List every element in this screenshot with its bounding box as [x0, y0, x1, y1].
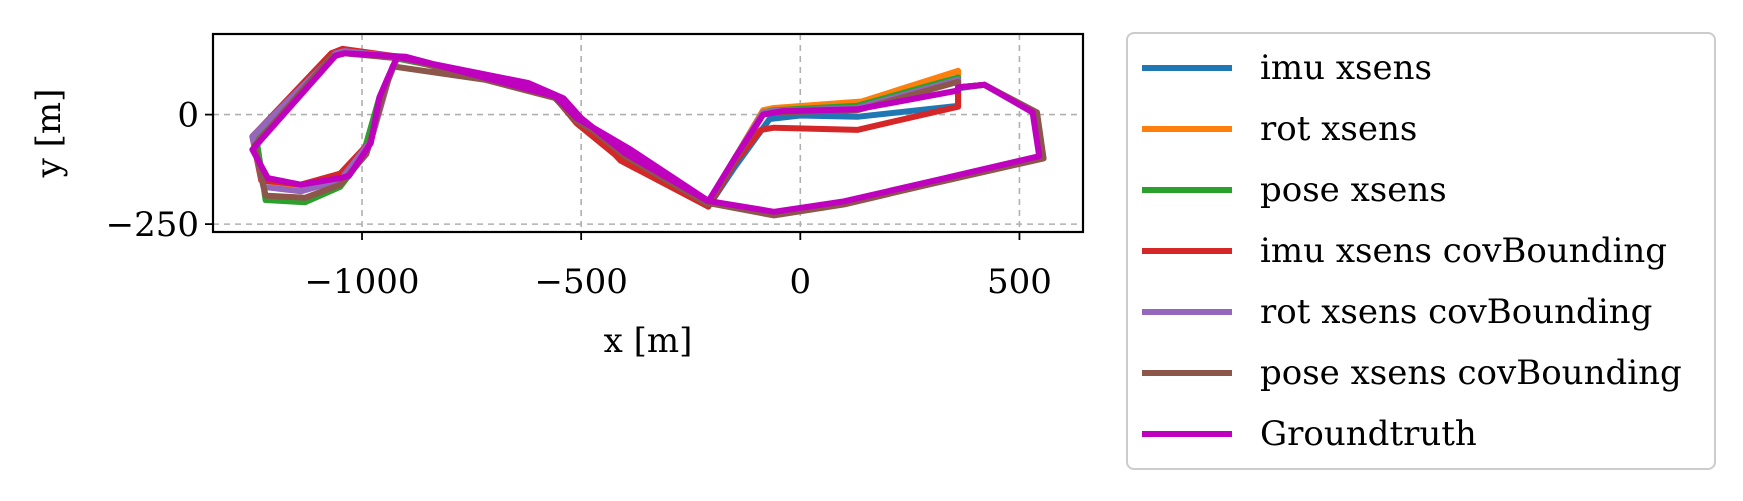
x-tick-label: 0	[789, 262, 811, 302]
axis-ticks: −1000 −500 0 500 0 −250	[106, 96, 1052, 302]
grid-lines	[213, 34, 1083, 232]
x-tick-label: 500	[987, 262, 1052, 302]
legend-entry-imu-xsens: imu xsens	[1142, 48, 1432, 88]
legend-label: rot xsens	[1260, 109, 1417, 149]
legend-label: pose xsens covBounding	[1260, 353, 1682, 393]
series-line-groundtruth	[249, 50, 1043, 215]
legend-label: rot xsens covBounding	[1260, 292, 1652, 332]
legend-label: imu xsens covBounding	[1260, 231, 1667, 271]
legend-entry-rot-xsens-covbounding: rot xsens covBounding	[1142, 292, 1652, 332]
y-axis-title: y [m]	[29, 89, 69, 179]
x-tick-label: −1000	[305, 262, 420, 302]
series-lines	[249, 45, 1047, 219]
plot-frame	[211, 32, 1085, 234]
legend-entry-pose-xsens-covbounding: pose xsens covBounding	[1142, 353, 1682, 393]
y-tick-label: 0	[177, 96, 199, 136]
legend-entry-groundtruth: Groundtruth	[1142, 414, 1477, 454]
y-tick-label: −250	[106, 205, 199, 245]
x-axis-title: x [m]	[604, 321, 693, 361]
legend-label: pose xsens	[1260, 170, 1447, 210]
legend-entry-pose-xsens: pose xsens	[1142, 170, 1447, 210]
x-tick-label: −500	[534, 262, 627, 302]
legend-entry-rot-xsens: rot xsens	[1142, 109, 1417, 149]
legend-entry-imu-xsens-covbounding: imu xsens covBounding	[1142, 231, 1667, 271]
legend: imu xsens rot xsens pose xsens imu xsens co…	[1126, 32, 1716, 470]
legend-label: imu xsens	[1260, 48, 1432, 88]
legend-label: Groundtruth	[1260, 414, 1477, 454]
legend-box	[1126, 32, 1716, 470]
